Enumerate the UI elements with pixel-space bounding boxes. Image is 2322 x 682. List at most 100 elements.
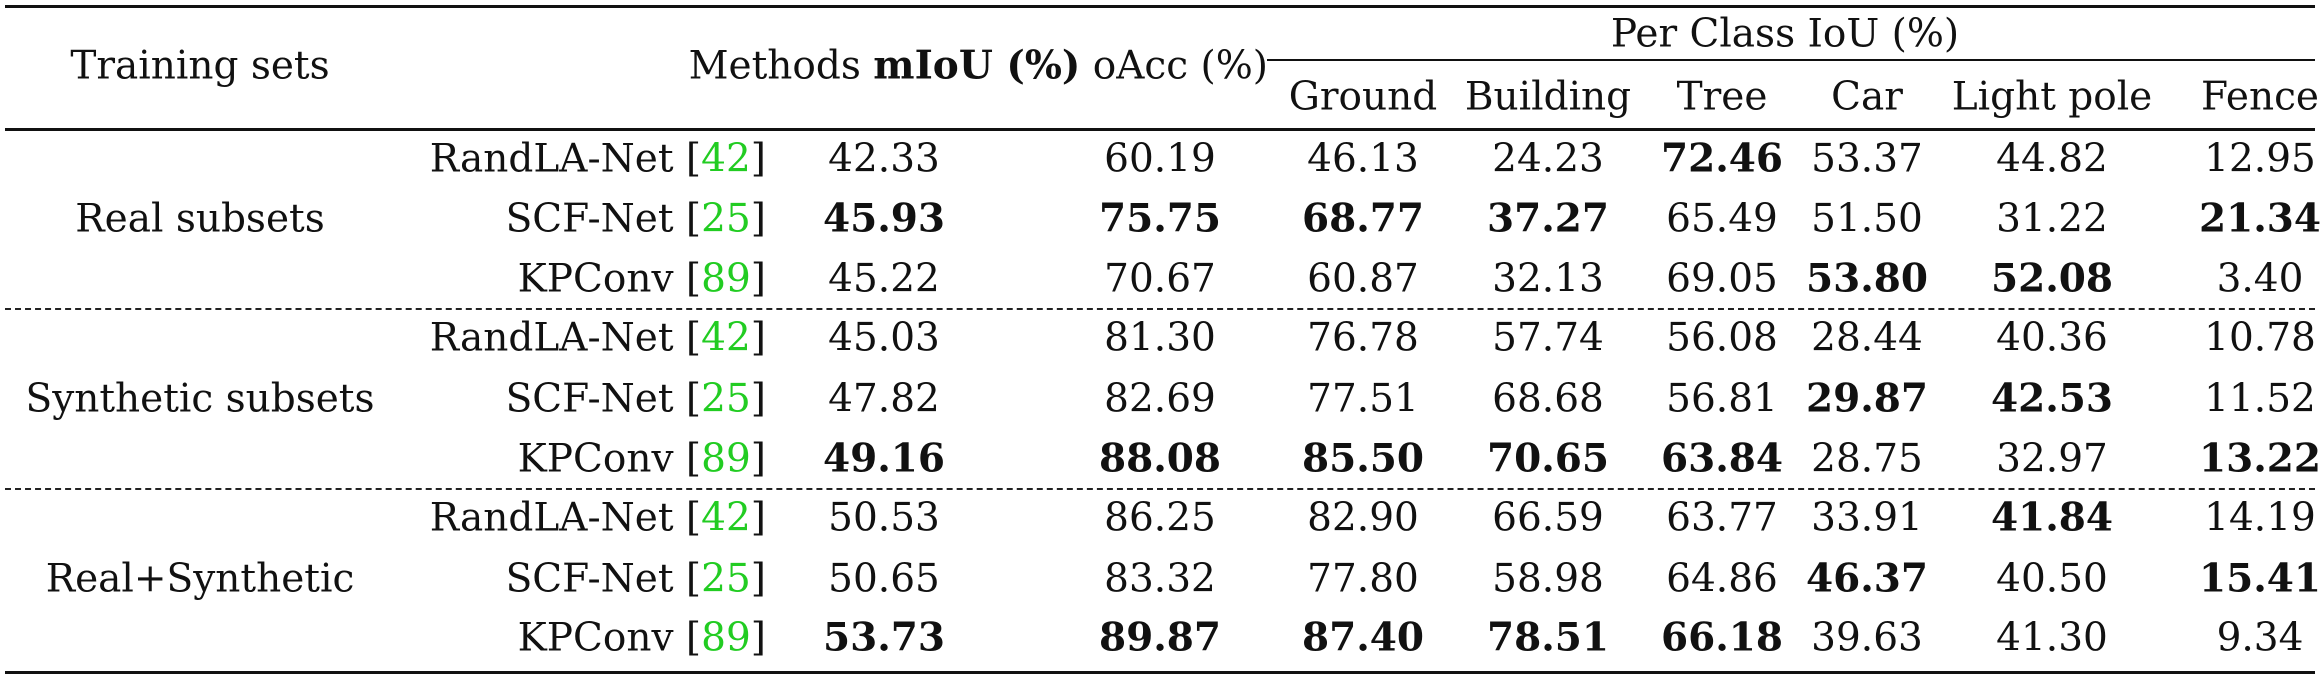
citation-link[interactable]: 25 <box>701 376 751 422</box>
value-cell: 40.50 <box>1996 556 2108 602</box>
header-bottom-rule <box>5 128 2315 131</box>
method-name: RandLA-Net <box>429 315 674 361</box>
citation-link[interactable]: 89 <box>701 256 751 302</box>
value-cell: 60.19 <box>1104 136 1216 182</box>
group-label: Synthetic subsets <box>25 376 375 422</box>
class-header-1: Ground <box>1288 74 1438 120</box>
value-cell: 11.52 <box>2204 376 2316 422</box>
citation-link[interactable]: 89 <box>701 436 751 482</box>
value-cell: 44.82 <box>1996 136 2108 182</box>
value-cell: 69.05 <box>1666 256 1778 302</box>
value-cell: 78.51 <box>1486 614 1610 661</box>
value-cell: 33.91 <box>1811 495 1923 541</box>
value-cell: 70.65 <box>1486 435 1610 482</box>
method-cell: SCF-Net [25] <box>505 376 766 422</box>
value-cell: 13.22 <box>2198 435 2322 482</box>
citation-link[interactable]: 42 <box>701 136 751 182</box>
value-cell: 39.63 <box>1811 615 1923 661</box>
top-rule <box>5 5 2315 8</box>
method-name: RandLA-Net <box>429 136 674 182</box>
value-cell: 31.22 <box>1996 196 2108 242</box>
value-cell: 56.08 <box>1666 315 1778 361</box>
value-cell: 41.84 <box>1990 494 2114 541</box>
value-cell: 53.80 <box>1805 255 1929 302</box>
value-cell: 41.30 <box>1996 615 2108 661</box>
value-cell: 56.81 <box>1666 376 1778 422</box>
citation-link[interactable]: 25 <box>701 196 751 242</box>
header-oacc: oAcc (%) <box>1092 43 1268 89</box>
citation-link[interactable]: 89 <box>701 615 751 661</box>
value-cell: 45.93 <box>822 195 946 242</box>
value-cell: 66.18 <box>1660 614 1784 661</box>
header-per-class-group: Per Class IoU (%) <box>1610 11 1960 57</box>
value-cell: 32.13 <box>1492 256 1604 302</box>
class-header-2: Building <box>1464 74 1632 120</box>
value-cell: 50.65 <box>828 556 940 602</box>
value-cell: 63.77 <box>1666 495 1778 541</box>
method-cell: RandLA-Net [42] <box>429 495 766 541</box>
value-cell: 14.19 <box>2204 495 2316 541</box>
citation-link[interactable]: 42 <box>701 495 751 541</box>
citation-link[interactable]: 42 <box>701 315 751 361</box>
value-cell: 58.98 <box>1492 556 1604 602</box>
value-cell: 50.53 <box>828 495 940 541</box>
method-name: SCF-Net <box>505 376 674 422</box>
per-class-header-rule <box>1267 59 2315 61</box>
value-cell: 24.23 <box>1492 136 1604 182</box>
value-cell: 40.36 <box>1996 315 2108 361</box>
method-cell: RandLA-Net [42] <box>429 136 766 182</box>
value-cell: 64.86 <box>1666 556 1778 602</box>
value-cell: 51.50 <box>1811 196 1923 242</box>
section-divider-2 <box>5 488 2315 490</box>
group-label: Real+Synthetic <box>45 556 355 602</box>
value-cell: 68.68 <box>1492 376 1604 422</box>
value-cell: 75.75 <box>1098 195 1222 242</box>
value-cell: 15.41 <box>2198 555 2322 602</box>
value-cell: 77.51 <box>1307 376 1419 422</box>
method-cell: SCF-Net [25] <box>505 196 766 242</box>
value-cell: 57.74 <box>1492 315 1604 361</box>
value-cell: 72.46 <box>1660 135 1784 182</box>
method-name: SCF-Net <box>505 556 674 602</box>
value-cell: 29.87 <box>1805 375 1929 422</box>
value-cell: 52.08 <box>1990 255 2114 302</box>
value-cell: 28.75 <box>1811 436 1923 482</box>
value-cell: 32.97 <box>1996 436 2108 482</box>
method-cell: KPConv [89] <box>517 256 766 302</box>
value-cell: 87.40 <box>1301 614 1425 661</box>
value-cell: 68.77 <box>1301 195 1425 242</box>
method-cell: SCF-Net [25] <box>505 556 766 602</box>
value-cell: 83.32 <box>1104 556 1216 602</box>
value-cell: 77.80 <box>1307 556 1419 602</box>
class-header-3: Tree <box>1676 74 1768 120</box>
value-cell: 60.87 <box>1307 256 1419 302</box>
value-cell: 66.59 <box>1492 495 1604 541</box>
value-cell: 86.25 <box>1104 495 1216 541</box>
value-cell: 89.87 <box>1098 614 1222 661</box>
method-name: SCF-Net <box>505 196 674 242</box>
method-cell: KPConv [89] <box>517 615 766 661</box>
section-divider-1 <box>5 308 2315 310</box>
method-name: RandLA-Net <box>429 495 674 541</box>
value-cell: 81.30 <box>1104 315 1216 361</box>
class-header-6: Fence <box>2200 74 2320 120</box>
value-cell: 65.49 <box>1666 196 1778 242</box>
header-methods-and-metrics: Methods mIoU (%) oAcc (%) <box>688 43 1268 89</box>
value-cell: 9.34 <box>2216 615 2304 661</box>
citation-link[interactable]: 25 <box>701 556 751 602</box>
value-cell: 49.16 <box>822 435 946 482</box>
value-cell: 82.90 <box>1307 495 1419 541</box>
value-cell: 47.82 <box>828 376 940 422</box>
value-cell: 63.84 <box>1660 435 1784 482</box>
value-cell: 12.95 <box>2204 136 2316 182</box>
value-cell: 45.22 <box>828 256 940 302</box>
method-name: KPConv <box>517 256 674 302</box>
header-training-sets: Training sets <box>70 43 330 89</box>
value-cell: 21.34 <box>2198 195 2322 242</box>
method-cell: RandLA-Net [42] <box>429 315 766 361</box>
class-header-5: Light pole <box>1951 74 2153 120</box>
header-methods: Methods <box>688 43 861 89</box>
value-cell: 76.78 <box>1307 315 1419 361</box>
value-cell: 53.73 <box>822 614 946 661</box>
value-cell: 3.40 <box>2216 256 2304 302</box>
